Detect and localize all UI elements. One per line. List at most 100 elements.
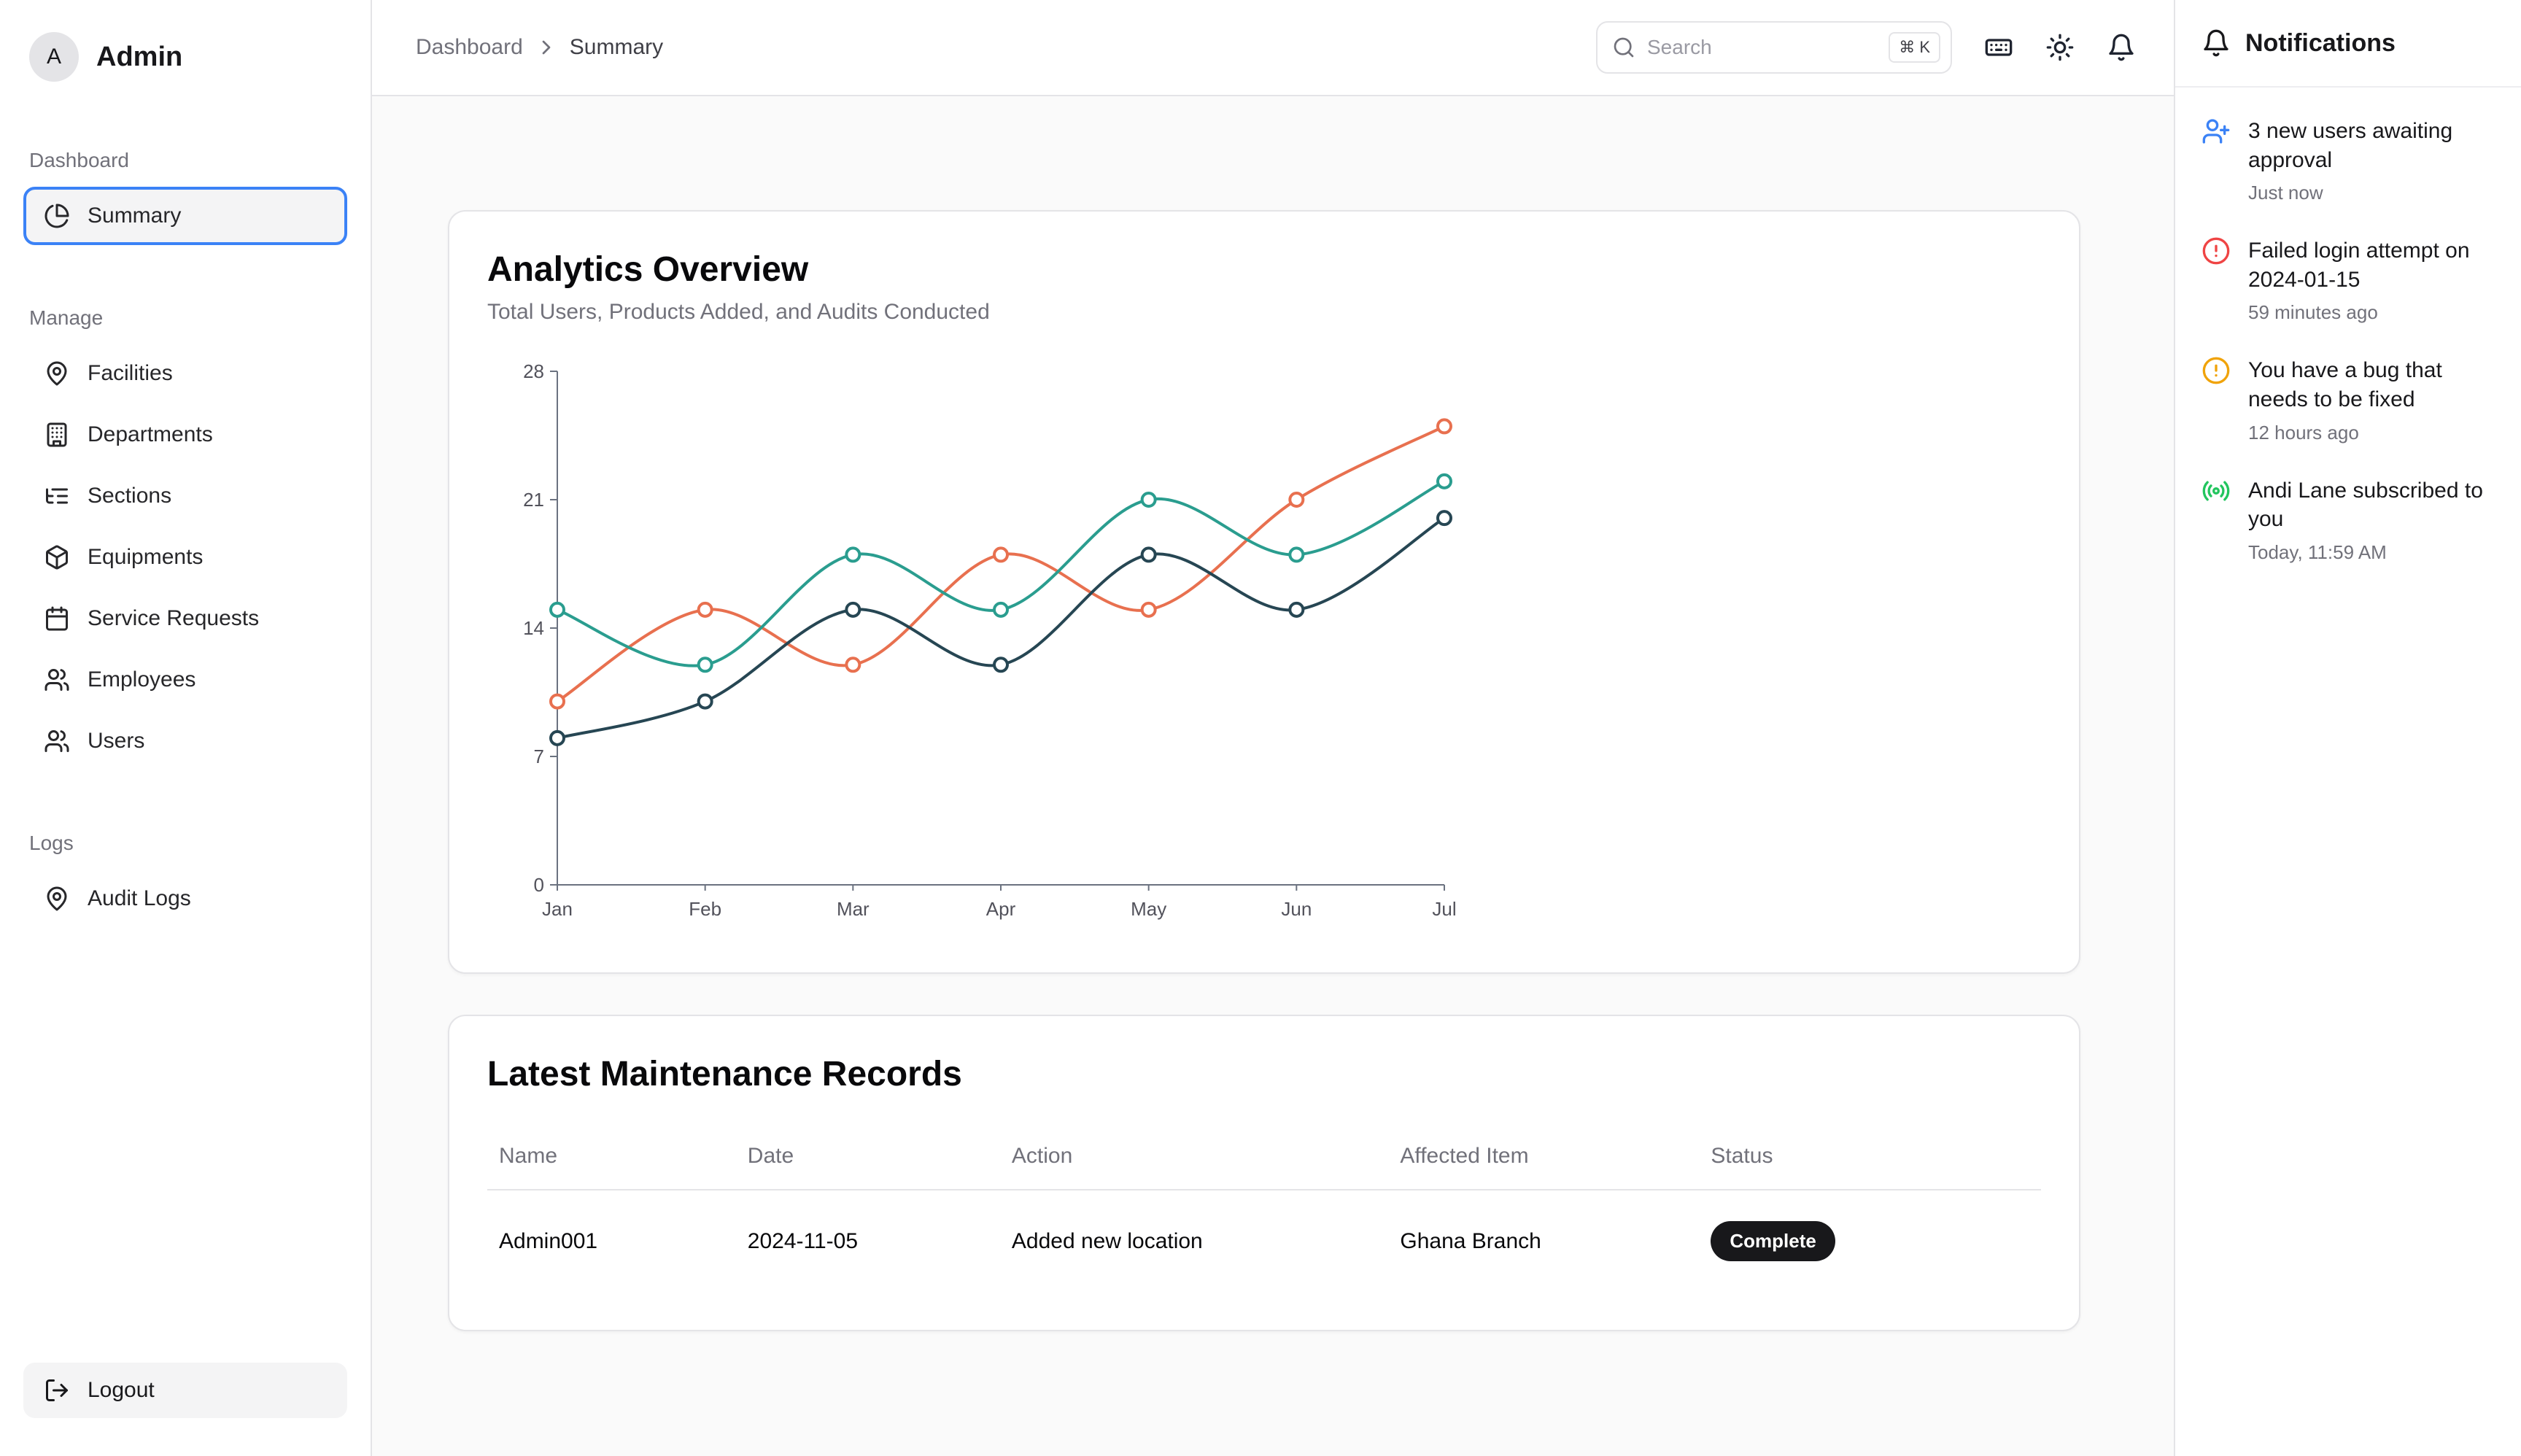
cell-action: Added new location	[1011, 1228, 1203, 1253]
cell-date: 2024-11-05	[747, 1228, 859, 1253]
keyboard-icon	[1984, 33, 2013, 62]
search-box[interactable]: ⌘ K	[1596, 21, 1952, 74]
search-shortcut-badge: ⌘ K	[1889, 32, 1940, 63]
sidebar-item-facilities[interactable]: Facilities	[23, 344, 347, 403]
table-header-row: Name Date Action Affected Item Status	[487, 1132, 2041, 1190]
theme-toggle-button[interactable]	[2045, 33, 2075, 62]
notification-text: Andi Lane subscribed to you	[2248, 478, 2483, 532]
breadcrumb-summary[interactable]: Summary	[569, 35, 664, 59]
bell-icon	[2107, 33, 2136, 62]
keyboard-shortcuts-button[interactable]	[1984, 33, 2013, 62]
notification-item[interactable]: Failed login attempt on 2024-01-15 59 min…	[2201, 236, 2495, 324]
svg-text:28: 28	[523, 360, 544, 382]
users-icon	[44, 667, 70, 693]
cell-affected_item: Ghana Branch	[1400, 1228, 1541, 1253]
column-header: Affected Item	[1388, 1132, 1700, 1190]
notifications-panel: Notifications 3 new users awaiting appro…	[2174, 0, 2521, 1456]
notification-time: Just now	[2248, 182, 2323, 204]
notifications-title: Notifications	[2245, 28, 2396, 57]
svg-text:0: 0	[534, 874, 544, 896]
notification-time: Today, 11:59 AM	[2248, 541, 2387, 563]
topbar: Dashboard Summary ⌘ K	[372, 0, 2174, 96]
chevron-right-icon	[535, 36, 558, 59]
svg-text:May: May	[1131, 898, 1166, 920]
column-header: Date	[735, 1132, 1000, 1190]
search-icon	[1612, 36, 1635, 59]
maintenance-title: Latest Maintenance Records	[487, 1055, 962, 1093]
bell-icon	[2201, 28, 2231, 58]
svg-text:Feb: Feb	[689, 898, 721, 920]
breadcrumb: Dashboard Summary	[416, 35, 663, 60]
notification-body: You have a bug that needs to be fixed 12 …	[2248, 356, 2495, 444]
analytics-subtitle: Total Users, Products Added, and Audits …	[487, 300, 990, 324]
notification-text: 3 new users awaiting approval	[2248, 119, 2453, 172]
sidebar-item-equipments[interactable]: Equipments	[23, 528, 347, 586]
sidebar-item-label: Equipments	[88, 545, 204, 569]
table-row: Admin001 2024-11-05 Added new location Ghan…	[487, 1190, 2041, 1292]
user-plus-icon	[2201, 117, 2231, 146]
alert-circle-icon	[2201, 236, 2231, 266]
sun-icon	[2045, 33, 2075, 62]
cell-status: Complete	[1699, 1190, 2041, 1292]
map-pin-icon	[44, 360, 70, 387]
user-profile[interactable]: A Admin	[23, 26, 347, 90]
sidebar-item-employees[interactable]: Employees	[23, 651, 347, 709]
sidebar-section-label: Logs	[29, 832, 74, 854]
sidebar-item-label: Employees	[88, 667, 196, 692]
avatar: A	[29, 32, 79, 82]
sidebar-nav: Dashboard Summary Manage Facilities Departme…	[23, 90, 347, 931]
notification-body: Andi Lane subscribed to you Today, 11:59 …	[2248, 476, 2495, 564]
notification-item[interactable]: Andi Lane subscribed to you Today, 11:59 …	[2201, 476, 2495, 564]
svg-text:Jun: Jun	[1281, 898, 1312, 920]
radio-icon	[2201, 476, 2231, 506]
notification-item[interactable]: You have a bug that needs to be fixed 12 …	[2201, 356, 2495, 444]
maintenance-card: Latest Maintenance Records Name Date Actio…	[448, 1015, 2080, 1331]
maintenance-table: Name Date Action Affected Item Status Admin0…	[487, 1132, 2041, 1292]
svg-text:Jul: Jul	[1432, 898, 1456, 920]
sidebar-item-sections[interactable]: Sections	[23, 467, 347, 525]
calendar-icon	[44, 605, 70, 632]
notification-text: You have a bug that needs to be fixed	[2248, 358, 2442, 411]
status-badge: Complete	[1711, 1221, 1835, 1261]
sidebar-item-label: Audit Logs	[88, 886, 191, 910]
sidebar-item-summary[interactable]: Summary	[23, 187, 347, 245]
analytics-card: Analytics Overview Total Users, Products…	[448, 210, 2080, 974]
notification-time: 59 minutes ago	[2248, 301, 2378, 324]
notifications-list: 3 new users awaiting approval Just now Fai…	[2175, 88, 2521, 625]
pie-chart-icon	[44, 203, 70, 229]
sidebar-item-departments[interactable]: Departments	[23, 406, 347, 464]
sidebar-item-label: Sections	[88, 484, 172, 508]
logout-label: Logout	[88, 1378, 155, 1402]
svg-text:Mar: Mar	[837, 898, 870, 920]
sidebar-item-label: Departments	[88, 422, 213, 446]
sidebar: A Admin Dashboard Summary Manage Facilities…	[0, 0, 372, 1456]
sidebar-section-label: Manage	[29, 306, 104, 329]
sidebar-item-service-requests[interactable]: Service Requests	[23, 589, 347, 648]
search-input[interactable]	[1647, 36, 1878, 59]
notifications-header: Notifications	[2175, 0, 2521, 88]
notification-body: Failed login attempt on 2024-01-15 59 min…	[2248, 236, 2495, 324]
users-icon	[44, 728, 70, 754]
sidebar-item-users[interactable]: Users	[23, 712, 347, 770]
breadcrumb-dashboard[interactable]: Dashboard	[416, 35, 523, 59]
sidebar-item-audit-logs[interactable]: Audit Logs	[23, 870, 347, 928]
notifications-button[interactable]	[2107, 33, 2136, 62]
user-name: Admin	[96, 41, 183, 72]
alert-circle-icon	[2201, 356, 2231, 385]
logout-icon	[44, 1377, 70, 1403]
column-header: Action	[999, 1132, 1389, 1190]
svg-text:21: 21	[523, 489, 544, 511]
logout-button[interactable]: Logout	[23, 1363, 347, 1418]
package-icon	[44, 544, 70, 570]
sidebar-item-label: Service Requests	[88, 606, 260, 630]
main-area: Dashboard Summary ⌘ K	[372, 0, 2174, 1456]
sidebar-item-label: Users	[88, 729, 145, 753]
notification-item[interactable]: 3 new users awaiting approval Just now	[2201, 117, 2495, 204]
content: Analytics Overview Total Users, Products…	[372, 96, 2174, 1390]
notification-body: 3 new users awaiting approval Just now	[2248, 117, 2495, 204]
sidebar-item-label: Summary	[88, 204, 182, 228]
notification-text: Failed login attempt on 2024-01-15	[2248, 239, 2470, 292]
cell-name: Admin001	[499, 1228, 598, 1253]
svg-text:7: 7	[534, 746, 544, 767]
